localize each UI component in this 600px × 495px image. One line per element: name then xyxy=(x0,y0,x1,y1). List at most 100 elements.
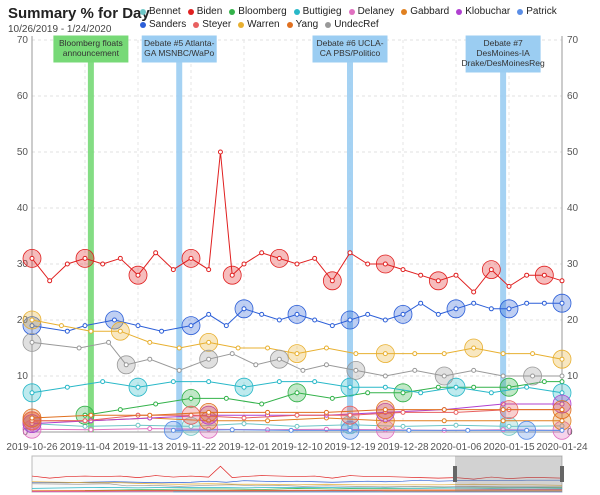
data-point xyxy=(106,339,112,345)
y-tick-label-right: 70 xyxy=(567,35,579,46)
data-point xyxy=(135,422,141,428)
data-point xyxy=(530,373,536,379)
data-point xyxy=(453,384,459,390)
legend-item-patrick[interactable]: Patrick xyxy=(517,6,557,18)
data-point xyxy=(206,267,212,273)
legend-swatch xyxy=(456,9,463,15)
annotation-band xyxy=(87,40,94,432)
y-tick-label-right: 0 xyxy=(567,427,573,438)
data-point xyxy=(382,317,388,323)
legend-item-sanders[interactable]: Sanders xyxy=(140,19,186,31)
data-point xyxy=(524,427,530,433)
data-point xyxy=(88,328,94,334)
data-point xyxy=(323,362,329,368)
data-point xyxy=(117,407,123,413)
data-point xyxy=(276,379,282,385)
navigator-series xyxy=(31,481,563,486)
data-point xyxy=(82,418,88,424)
data-point xyxy=(29,339,35,345)
legend-item-biden[interactable]: Biden xyxy=(187,6,222,18)
x-tick-label: 2019-11-13 xyxy=(113,442,164,453)
data-point xyxy=(188,255,194,261)
data-point xyxy=(300,367,306,373)
series-line-undecref xyxy=(31,341,562,377)
data-point xyxy=(559,427,565,433)
data-point xyxy=(465,427,471,433)
data-point xyxy=(365,311,371,317)
data-point xyxy=(406,427,412,433)
legend-swatch xyxy=(193,22,200,28)
data-point xyxy=(488,390,494,396)
legend-item-delaney[interactable]: Delaney xyxy=(348,6,394,18)
legend-item-steyer[interactable]: Steyer xyxy=(193,19,231,31)
data-point xyxy=(135,272,141,278)
x-tick-label: 2019-12-10 xyxy=(271,442,323,453)
data-point xyxy=(329,278,335,284)
annotation-band xyxy=(176,40,183,432)
y-tick-label-left: 30 xyxy=(17,259,29,270)
x-tick-label: 2020-01-24 xyxy=(536,442,588,453)
legend-item-yang[interactable]: Yang xyxy=(286,19,318,31)
legend-item-bloomberg[interactable]: Bloomberg xyxy=(229,6,287,18)
data-point xyxy=(147,339,153,345)
legend-item-klobuchar[interactable]: Klobuchar xyxy=(456,6,510,18)
data-point xyxy=(347,427,353,433)
legend-swatch xyxy=(140,22,146,28)
data-point xyxy=(170,379,176,385)
annotation-label: Debate #7 xyxy=(483,38,522,48)
data-point xyxy=(288,427,294,433)
data-point xyxy=(453,422,459,428)
data-point xyxy=(500,418,506,424)
legend-label: Bloomberg xyxy=(238,6,287,17)
data-point xyxy=(117,255,123,261)
data-point xyxy=(312,317,318,323)
data-point xyxy=(382,407,388,413)
data-point xyxy=(29,255,35,261)
data-point xyxy=(365,261,371,267)
data-point xyxy=(435,384,441,390)
legend-label: Buttigieg xyxy=(302,6,342,17)
data-point xyxy=(294,311,300,317)
data-point xyxy=(170,427,176,433)
data-point xyxy=(347,317,353,323)
legend-item-warren[interactable]: Warren xyxy=(238,19,280,31)
data-point xyxy=(294,351,300,357)
y-tick-label-left: 60 xyxy=(17,91,29,102)
data-point xyxy=(471,345,477,351)
data-point xyxy=(206,339,212,345)
data-point xyxy=(559,373,565,379)
data-point xyxy=(265,418,271,424)
data-point xyxy=(259,401,265,407)
navigator-handle-left[interactable] xyxy=(453,466,457,482)
legend-item-gabbard[interactable]: Gabbard xyxy=(401,6,449,18)
data-point xyxy=(241,421,247,427)
navigator-selection[interactable] xyxy=(455,456,562,492)
data-point xyxy=(418,390,424,396)
data-point xyxy=(382,261,388,267)
y-tick-label-right: 60 xyxy=(567,91,579,102)
y-tick-label-left: 40 xyxy=(17,203,29,214)
navigator-handle-right[interactable] xyxy=(560,466,564,482)
data-point xyxy=(353,367,359,373)
data-point xyxy=(188,323,194,329)
data-point xyxy=(400,409,406,415)
data-point xyxy=(29,390,35,396)
legend-item-buttigieg[interactable]: Buttigieg xyxy=(293,6,342,18)
series-line-yang xyxy=(31,409,562,419)
data-point xyxy=(265,345,271,351)
legend-item-undecref[interactable]: UndecRef xyxy=(325,19,379,31)
annotation-box xyxy=(465,35,541,73)
legend-label: Sanders xyxy=(149,19,187,30)
legend-item-bennet[interactable]: Bennet xyxy=(140,6,181,18)
data-point xyxy=(294,390,300,396)
data-point xyxy=(241,306,247,312)
annotation-label: Debate #6 UCLA- xyxy=(316,38,383,48)
data-point xyxy=(323,409,329,415)
data-point xyxy=(100,379,106,385)
chart-subtitle: 10/26/2019 - 1/24/2020 xyxy=(8,24,112,35)
data-point xyxy=(559,356,565,362)
legend-label: Patrick xyxy=(526,6,557,17)
legend-label: Warren xyxy=(247,19,280,30)
data-point xyxy=(559,300,565,306)
